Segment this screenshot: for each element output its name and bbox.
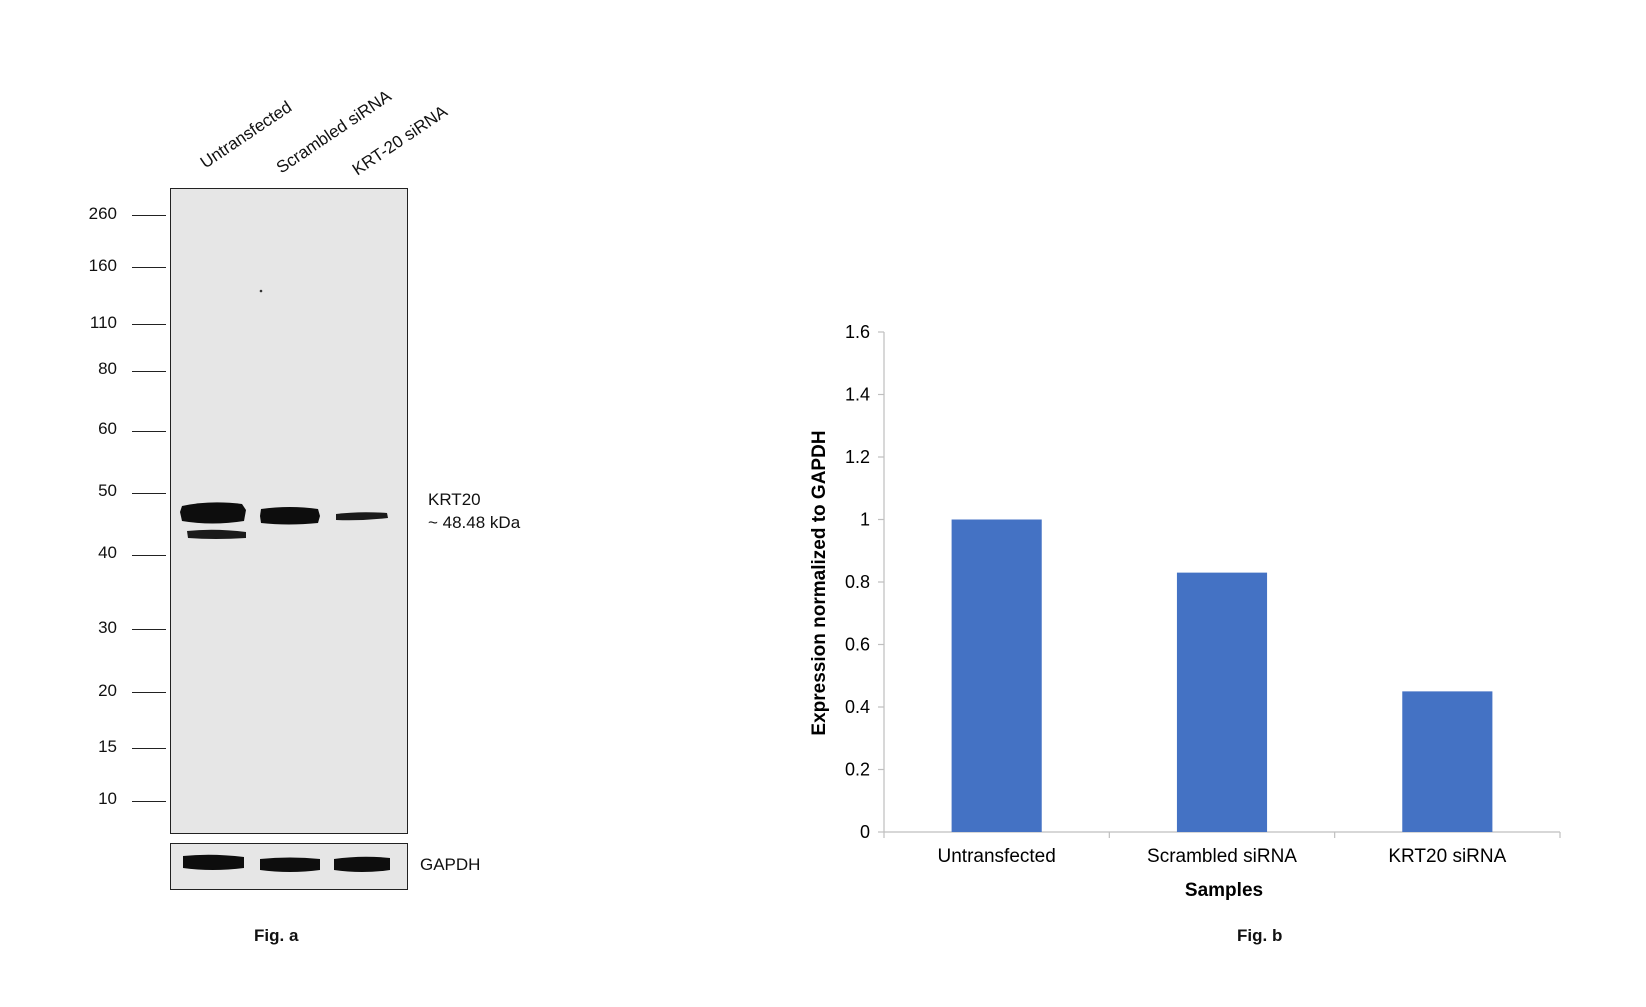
mw-tick <box>132 324 166 325</box>
y-tick-label: 0.4 <box>845 697 870 717</box>
band-untransfected-lower <box>187 529 246 539</box>
y-tick-label: 1 <box>860 510 870 530</box>
y-tick-label: 0 <box>860 822 870 842</box>
y-tick-group: 0 0.2 0.4 0.6 0.8 1 1.2 1.4 1.6 <box>845 322 884 842</box>
mw-label-20: 20 <box>98 681 117 700</box>
mw-label-15: 15 <box>98 737 117 756</box>
y-tick-label: 0.6 <box>845 635 870 655</box>
bar-3 <box>1402 691 1493 832</box>
y-tick-label: 1.2 <box>845 447 870 467</box>
y-tick-label: 1.6 <box>845 322 870 342</box>
loading-control-label: GAPDH <box>420 855 481 874</box>
membrane-speck <box>259 289 263 293</box>
mw-label-80: 80 <box>98 359 117 378</box>
mw-label-110: 110 <box>89 313 117 332</box>
band-label: KRT20 <box>428 490 481 509</box>
x-axis <box>883 831 1561 838</box>
y-tick-label: 0.8 <box>845 572 870 592</box>
band-size-label: ~ 48.48 kDa <box>428 513 521 532</box>
mw-tick <box>132 267 166 268</box>
bar-chart: 0 0.2 0.4 0.6 0.8 1 1.2 1.4 1.6 Untransfected Scr… <box>809 322 1561 901</box>
band-scrambled-main <box>260 507 320 525</box>
mw-tick <box>132 493 166 494</box>
gapdh-membrane <box>170 843 408 890</box>
mw-tick <box>132 801 166 802</box>
x-tick-label-group: Untransfected Scrambled siRNA KRT20 siRNA <box>938 846 1507 867</box>
mw-label-30: 30 <box>98 618 117 637</box>
mw-label-60: 60 <box>98 419 117 438</box>
mw-tick <box>132 748 166 749</box>
x-tick-label: KRT20 siRNA <box>1388 846 1506 867</box>
x-tick-label: Scrambled siRNA <box>1147 846 1297 867</box>
fig-a-caption: Fig. a <box>254 926 299 945</box>
y-tick-label: 0.2 <box>845 760 870 780</box>
fig-b-caption: Fig. b <box>1237 926 1283 945</box>
gapdh-band-scrambled <box>260 857 320 872</box>
mw-label-50: 50 <box>98 481 117 500</box>
band-untransfected-main <box>180 502 246 524</box>
gapdh-band-untransfected <box>183 854 244 870</box>
mw-tick <box>132 431 166 432</box>
bar-1 <box>951 519 1042 832</box>
mw-label-160: 160 <box>88 256 117 275</box>
y-axis-title: Expression normalized to GAPDH <box>809 430 830 735</box>
mw-tick <box>132 555 166 556</box>
mw-tick <box>132 629 166 630</box>
x-axis-title: Samples <box>1185 880 1263 901</box>
mw-label-10: 10 <box>98 789 117 808</box>
blot-membrane <box>170 188 408 834</box>
x-tick-label: Untransfected <box>938 846 1056 867</box>
bar-2 <box>1176 572 1268 832</box>
mw-tick <box>132 692 166 693</box>
mw-label-260: 260 <box>88 204 117 223</box>
mw-label-40: 40 <box>98 543 117 562</box>
band-krt20-sirna-main <box>336 512 388 521</box>
gapdh-band-krt20-sirna <box>334 856 390 872</box>
mw-tick <box>132 371 166 372</box>
bar-group <box>951 519 1493 832</box>
y-tick-label: 1.4 <box>845 385 870 405</box>
mw-tick <box>132 215 166 216</box>
